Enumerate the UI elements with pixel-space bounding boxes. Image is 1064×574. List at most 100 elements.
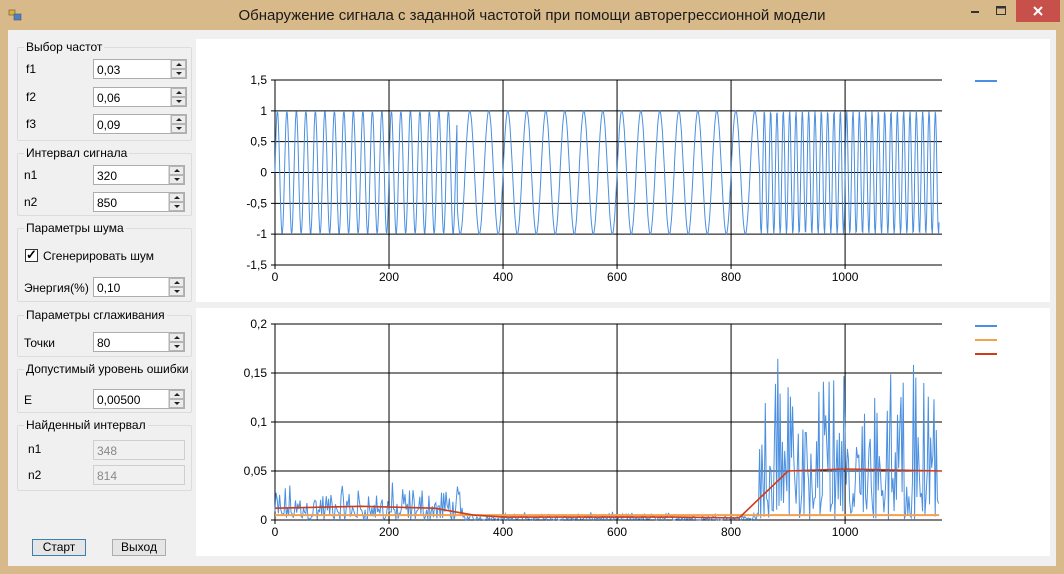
signal-series-line — [274, 109, 940, 236]
signal-chart-x-tick-label: 1000 — [832, 270, 859, 284]
n1-label: n1 — [24, 168, 38, 182]
generate-noise-checkbox[interactable] — [25, 247, 38, 263]
energy-stepper[interactable]: 0,10 — [93, 277, 185, 297]
signal-chart-y-tick-label: 1 — [260, 104, 267, 118]
maximize-button[interactable] — [988, 0, 1014, 22]
found-n2-value: 814 — [97, 469, 118, 483]
signal-interval-group: Интервал сигнала n1 320 n2 850 — [17, 146, 192, 216]
e-down-icon[interactable] — [169, 399, 184, 408]
error-chart-y-tick-label: 0,1 — [250, 415, 267, 429]
generate-noise-label[interactable]: Сгенерировать шум — [43, 249, 154, 263]
f3-stepper[interactable]: 0,09 — [93, 114, 187, 134]
error-chart-panel: 0 200 400 600 800 1000 0,2 0,15 0,1 0,05 0 — [196, 308, 1050, 556]
app-icon — [8, 9, 22, 21]
points-up-icon[interactable] — [169, 333, 184, 342]
minimize-icon — [971, 11, 979, 13]
n2-down-icon[interactable] — [169, 202, 184, 211]
error-chart-x-tick-label: 600 — [607, 525, 627, 539]
f2-value: 0,06 — [97, 91, 121, 105]
error-chart-y-tick-label: 0 — [260, 513, 267, 527]
e-value: 0,00500 — [97, 393, 141, 407]
error-series-line — [274, 358, 940, 522]
error-level-group: Допустимый уровень ошибки E 0,00500 — [17, 362, 192, 413]
error-chart-y-tick-label: 0,05 — [244, 464, 268, 478]
found-interval-title: Найденный интервал — [24, 418, 148, 432]
found-interval-group: Найденный интервал n1 348 n2 814 — [17, 418, 192, 491]
f2-label: f2 — [26, 90, 37, 104]
f1-down-icon[interactable] — [171, 69, 186, 78]
signal-chart-y-tick-label: -1 — [256, 227, 267, 241]
f1-up-icon[interactable] — [171, 60, 186, 69]
f1-label: f1 — [26, 62, 37, 76]
exit-button[interactable]: Выход — [112, 539, 166, 556]
error-chart-y-tick-label: 0,15 — [244, 366, 268, 380]
found-n1-value: 348 — [97, 444, 118, 458]
found-n2-label: n2 — [28, 468, 42, 482]
n2-stepper[interactable]: 850 — [93, 192, 185, 212]
points-label: Точки — [24, 336, 56, 350]
signal-chart-y-tick-label: 0 — [260, 166, 267, 180]
found-n1-field: 348 — [93, 440, 185, 460]
signal-chart-y-tick-label: -1,5 — [246, 258, 267, 272]
start-button[interactable]: Старт — [32, 539, 86, 556]
smoothing-group: Параметры сглаживания Точки 80 — [17, 308, 192, 357]
signal-chart-x-tick-label: 0 — [272, 270, 279, 284]
f1-stepper[interactable]: 0,03 — [93, 59, 187, 79]
points-down-icon[interactable] — [169, 342, 184, 351]
f3-up-icon[interactable] — [171, 115, 186, 124]
noise-group: Параметры шума Сгенерировать шум Энергия… — [17, 221, 192, 302]
close-button[interactable] — [1016, 0, 1060, 22]
points-value: 80 — [97, 336, 111, 350]
n1-stepper[interactable]: 320 — [93, 165, 185, 185]
signal-chart-x-tick-label: 800 — [721, 270, 741, 284]
frequency-group: Выбор частот f1 0,03 f2 0,06 f3 0,09 — [17, 40, 192, 141]
signal-chart-y-tick-label: -0,5 — [246, 196, 267, 210]
error-chart: 0 200 400 600 800 1000 0,2 0,15 0,1 0,05 0 — [244, 317, 997, 539]
error-chart-x-tick-label: 0 — [272, 525, 279, 539]
signal-chart-y-tick-label: 0,5 — [250, 135, 267, 149]
error-chart-y-tick-label: 0,2 — [250, 317, 267, 331]
close-icon — [1033, 6, 1043, 16]
noise-group-title: Параметры шума — [24, 221, 126, 235]
signal-chart-x-tick-label: 200 — [379, 270, 399, 284]
minimize-button[interactable] — [962, 0, 988, 22]
title-bar[interactable]: Обнаружение сигнала с заданной частотой … — [0, 0, 1064, 30]
found-n2-field: 814 — [93, 465, 185, 485]
n1-up-icon[interactable] — [169, 166, 184, 175]
signal-chart-x-tick-label: 400 — [493, 270, 513, 284]
f2-down-icon[interactable] — [171, 97, 186, 106]
smoothing-group-title: Параметры сглаживания — [24, 308, 167, 322]
points-stepper[interactable]: 80 — [93, 332, 185, 352]
e-up-icon[interactable] — [169, 390, 184, 399]
n2-up-icon[interactable] — [169, 193, 184, 202]
f3-down-icon[interactable] — [171, 124, 186, 133]
energy-down-icon[interactable] — [169, 287, 184, 296]
n1-value: 320 — [97, 169, 118, 183]
e-stepper[interactable]: 0,00500 — [93, 389, 185, 409]
n2-label: n2 — [24, 195, 38, 209]
energy-value: 0,10 — [97, 281, 121, 295]
window-title: Обнаружение сигнала с заданной частотой … — [238, 7, 826, 24]
frequency-group-title: Выбор частот — [24, 40, 105, 54]
smoothed-error-line — [274, 468, 943, 519]
f2-up-icon[interactable] — [171, 88, 186, 97]
found-n1-label: n1 — [28, 442, 42, 456]
error-chart-x-tick-label: 1000 — [832, 525, 859, 539]
f3-value: 0,09 — [97, 118, 121, 132]
error-level-title: Допустимый уровень ошибки — [24, 362, 191, 376]
f2-stepper[interactable]: 0,06 — [93, 87, 187, 107]
signal-chart-y-tick-label: 1,5 — [250, 73, 267, 87]
signal-interval-title: Интервал сигнала — [24, 146, 130, 160]
signal-chart-x-tick-label: 600 — [607, 270, 627, 284]
energy-label: Энергия(%) — [24, 281, 89, 295]
error-chart-x-tick-label: 400 — [493, 525, 513, 539]
signal-chart-panel: 0 200 400 600 800 1000 1,5 1 0,5 0 -0,5 -1 -1,5 — [196, 39, 1050, 302]
error-chart-x-tick-label: 200 — [379, 525, 399, 539]
maximize-icon — [996, 6, 1006, 15]
f1-value: 0,03 — [97, 63, 121, 77]
f3-label: f3 — [26, 117, 37, 131]
n1-down-icon[interactable] — [169, 175, 184, 184]
energy-up-icon[interactable] — [169, 278, 184, 287]
n2-value: 850 — [97, 196, 118, 210]
